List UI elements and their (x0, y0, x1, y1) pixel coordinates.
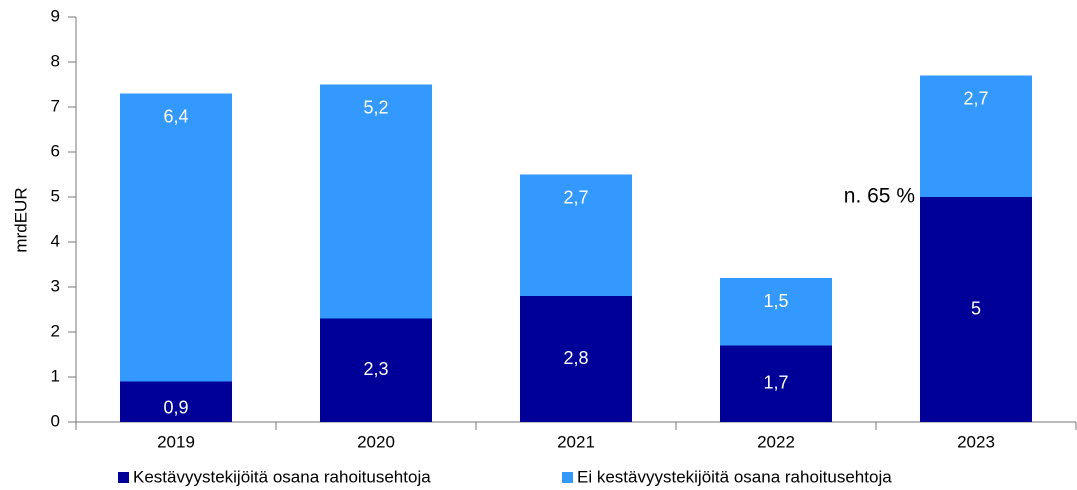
bar-segment (520, 296, 632, 422)
y-tick-label: 3 (51, 276, 60, 295)
value-label: 2,3 (363, 359, 388, 379)
annotation: n. 65 % (844, 185, 915, 208)
y-tick-label: 0 (51, 411, 60, 430)
value-label: 1,5 (763, 291, 788, 311)
bar-segment (920, 75, 1032, 197)
value-label: 2,8 (563, 348, 588, 368)
y-tick-label: 4 (51, 231, 60, 250)
bar-segment (520, 174, 632, 296)
legend-label: Kestävyystekijöitä osana rahoitusehtoja (133, 467, 431, 486)
y-tick-label: 7 (51, 96, 60, 115)
legend-label: Ei kestävyystekijöitä osana rahoitusehto… (577, 467, 892, 486)
x-tick-label: 2022 (757, 432, 795, 451)
x-tick-label: 2021 (557, 432, 595, 451)
y-tick-label: 8 (51, 51, 60, 70)
y-axis-label: mrdEUR (11, 187, 30, 252)
bar-segment (120, 381, 232, 422)
legend-swatch (562, 472, 573, 483)
bar-segment (320, 84, 432, 319)
bar-segment (920, 197, 1032, 422)
value-label: 1,7 (763, 373, 788, 393)
x-tick-label: 2023 (957, 432, 995, 451)
legend-swatch (118, 472, 129, 483)
y-tick-label: 6 (51, 141, 60, 160)
bar-segment (120, 93, 232, 382)
x-tick-label: 2019 (157, 432, 195, 451)
y-tick-label: 1 (51, 366, 60, 385)
value-label: 6,4 (163, 106, 188, 126)
y-tick-label: 5 (51, 186, 60, 205)
bar-segment (720, 345, 832, 422)
y-tick-label: 9 (51, 6, 60, 25)
bar-segment (320, 318, 432, 422)
x-tick-label: 2020 (357, 432, 395, 451)
value-label: 5 (971, 298, 981, 318)
value-label: 2,7 (963, 88, 988, 108)
bar-segment (720, 278, 832, 346)
value-label: 0,9 (163, 398, 188, 418)
value-label: 5,2 (363, 97, 388, 117)
value-label: 2,7 (563, 187, 588, 207)
y-tick-label: 2 (51, 321, 60, 340)
